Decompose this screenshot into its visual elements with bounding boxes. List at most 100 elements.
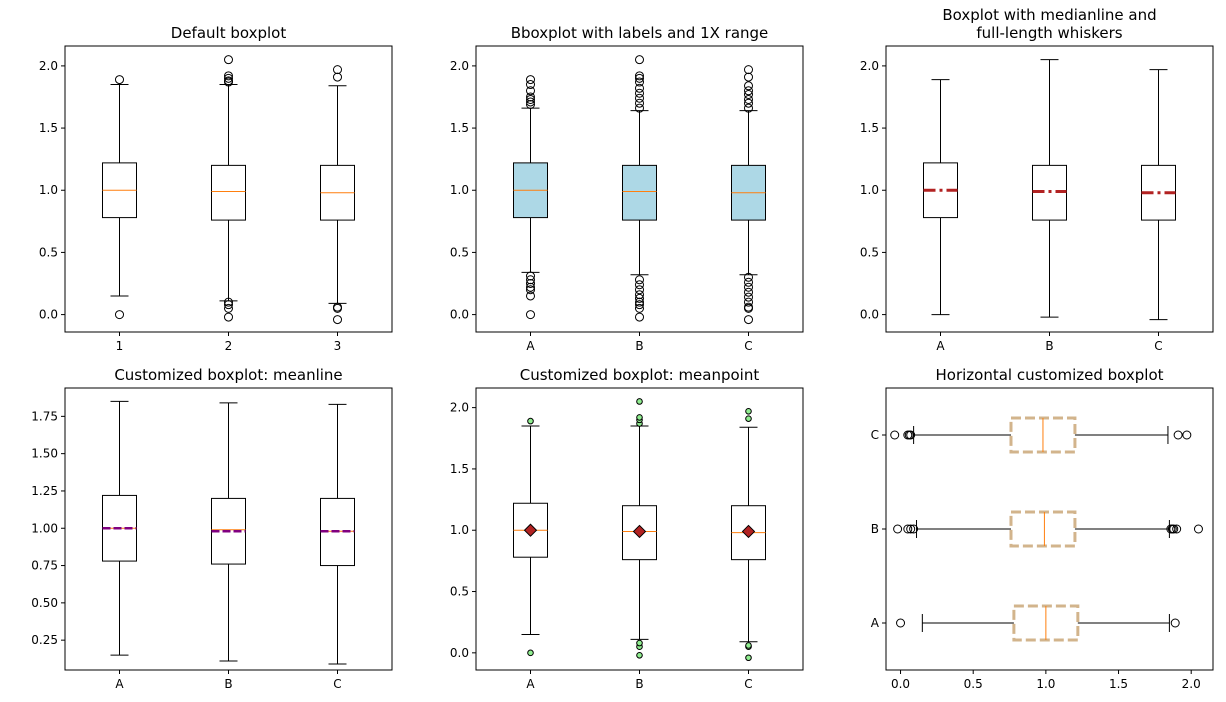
x-tick-label: B — [224, 677, 232, 691]
chart-title: Boxplot with medianline and full-length w… — [942, 6, 1156, 42]
y-tick-label: A — [871, 616, 880, 630]
flier-point — [635, 77, 644, 87]
y-tick-label: 0.5 — [39, 245, 58, 259]
flier-point — [906, 430, 916, 440]
box-C — [731, 65, 766, 325]
chart-title: Customized boxplot: meanpoint — [520, 366, 760, 384]
flier-point — [744, 282, 753, 292]
y-tick-label: 0.0 — [860, 308, 879, 322]
flier-point — [635, 93, 644, 103]
flier-point — [744, 98, 753, 108]
flier-point — [903, 524, 913, 534]
chart-1: Default boxplot 0.0 0.5 1.0 1.5 2.0 1 2 3 — [39, 24, 393, 353]
flier-point — [526, 271, 535, 281]
flier-point — [636, 639, 643, 647]
flier-point — [909, 524, 919, 534]
box-B — [1032, 59, 1067, 318]
box-B — [622, 398, 657, 659]
flier-point — [744, 81, 753, 91]
flier-point — [526, 92, 535, 102]
flier-point — [635, 297, 644, 307]
flier-point — [636, 651, 643, 659]
flier-point — [333, 65, 342, 75]
x-tick-label: 2.0 — [1182, 677, 1201, 691]
flier-point — [635, 73, 644, 83]
flier-point — [896, 618, 906, 628]
flier-point — [526, 99, 535, 109]
flier-point — [635, 71, 644, 81]
y-tick-label: 0.0 — [450, 308, 469, 322]
y-tick-label: 1.75 — [31, 409, 58, 423]
y-tick-label: 0.5 — [860, 245, 879, 259]
flier-point — [224, 55, 233, 65]
flier-point — [745, 654, 752, 662]
box-B — [622, 55, 657, 322]
flier-point — [635, 285, 644, 295]
y-tick-label: 1.5 — [39, 121, 58, 135]
flier-point — [635, 103, 644, 113]
flier-point — [1169, 524, 1179, 534]
flier-point — [1172, 524, 1182, 534]
flier-point — [744, 65, 753, 75]
x-tick-label: 3 — [334, 339, 342, 353]
x-tick-label: 1.5 — [1109, 677, 1128, 691]
flier-point — [635, 98, 644, 108]
flier-point — [526, 291, 535, 301]
x-tick-label: C — [1154, 339, 1162, 353]
box-2 — [211, 55, 246, 322]
flier-point — [744, 89, 753, 99]
flier-point — [744, 86, 753, 96]
y-tick-label: 2.0 — [450, 59, 469, 73]
flier-point — [115, 310, 124, 320]
flier-point — [744, 292, 753, 302]
y-tick-label: 1.0 — [450, 183, 469, 197]
flier-point — [745, 407, 752, 415]
flier-point — [744, 103, 753, 113]
box-1 — [102, 75, 137, 320]
box-3 — [320, 65, 355, 325]
flier-point — [745, 642, 752, 649]
flier-point — [635, 55, 644, 65]
x-tick-label: 1.0 — [1036, 677, 1055, 691]
box-C — [320, 403, 355, 665]
flier-point — [635, 290, 644, 300]
box-C — [731, 407, 766, 662]
flier-point — [224, 312, 233, 322]
flier-point — [745, 415, 752, 422]
x-tick-label: 0.0 — [891, 677, 910, 691]
flier-point — [224, 71, 233, 81]
y-tick-label: 1.5 — [450, 121, 469, 135]
flier-point — [635, 312, 644, 322]
y-tick-label: B — [871, 522, 879, 536]
y-tick-label: 0.5 — [450, 245, 469, 259]
flier-point — [1170, 618, 1180, 628]
y-tick-label: 1.0 — [450, 523, 469, 537]
flier-point — [224, 297, 233, 307]
flier-point — [635, 303, 644, 313]
box-body — [622, 505, 657, 561]
flier-point — [636, 414, 643, 421]
flier-point — [744, 297, 753, 307]
mean-marker — [741, 524, 756, 539]
x-tick-label: A — [115, 677, 124, 691]
flier-point — [526, 275, 535, 285]
box-A — [896, 604, 1180, 642]
y-tick-label: 2.0 — [450, 401, 469, 415]
flier-point — [224, 300, 233, 310]
flier-point — [635, 300, 644, 310]
box-body — [211, 164, 246, 221]
flier-point — [635, 293, 644, 303]
box-B — [893, 510, 1203, 548]
chart-6: Horizontal customized boxplot 0.0 0.5 1.0 1.… — [871, 366, 1214, 691]
flier-point — [526, 97, 535, 107]
x-tick-label: A — [526, 339, 535, 353]
box-B — [211, 402, 246, 662]
y-tick-label: 2.0 — [860, 59, 879, 73]
y-tick-label: 1.5 — [450, 462, 469, 476]
chart-2: Bboxplot with labels and 1X range 0.0 0.5 1… — [450, 24, 804, 353]
flier-point — [526, 282, 535, 292]
x-tick-label: C — [333, 677, 341, 691]
flier-point — [744, 94, 753, 104]
box-C — [1141, 69, 1176, 321]
flier-point — [224, 73, 233, 83]
